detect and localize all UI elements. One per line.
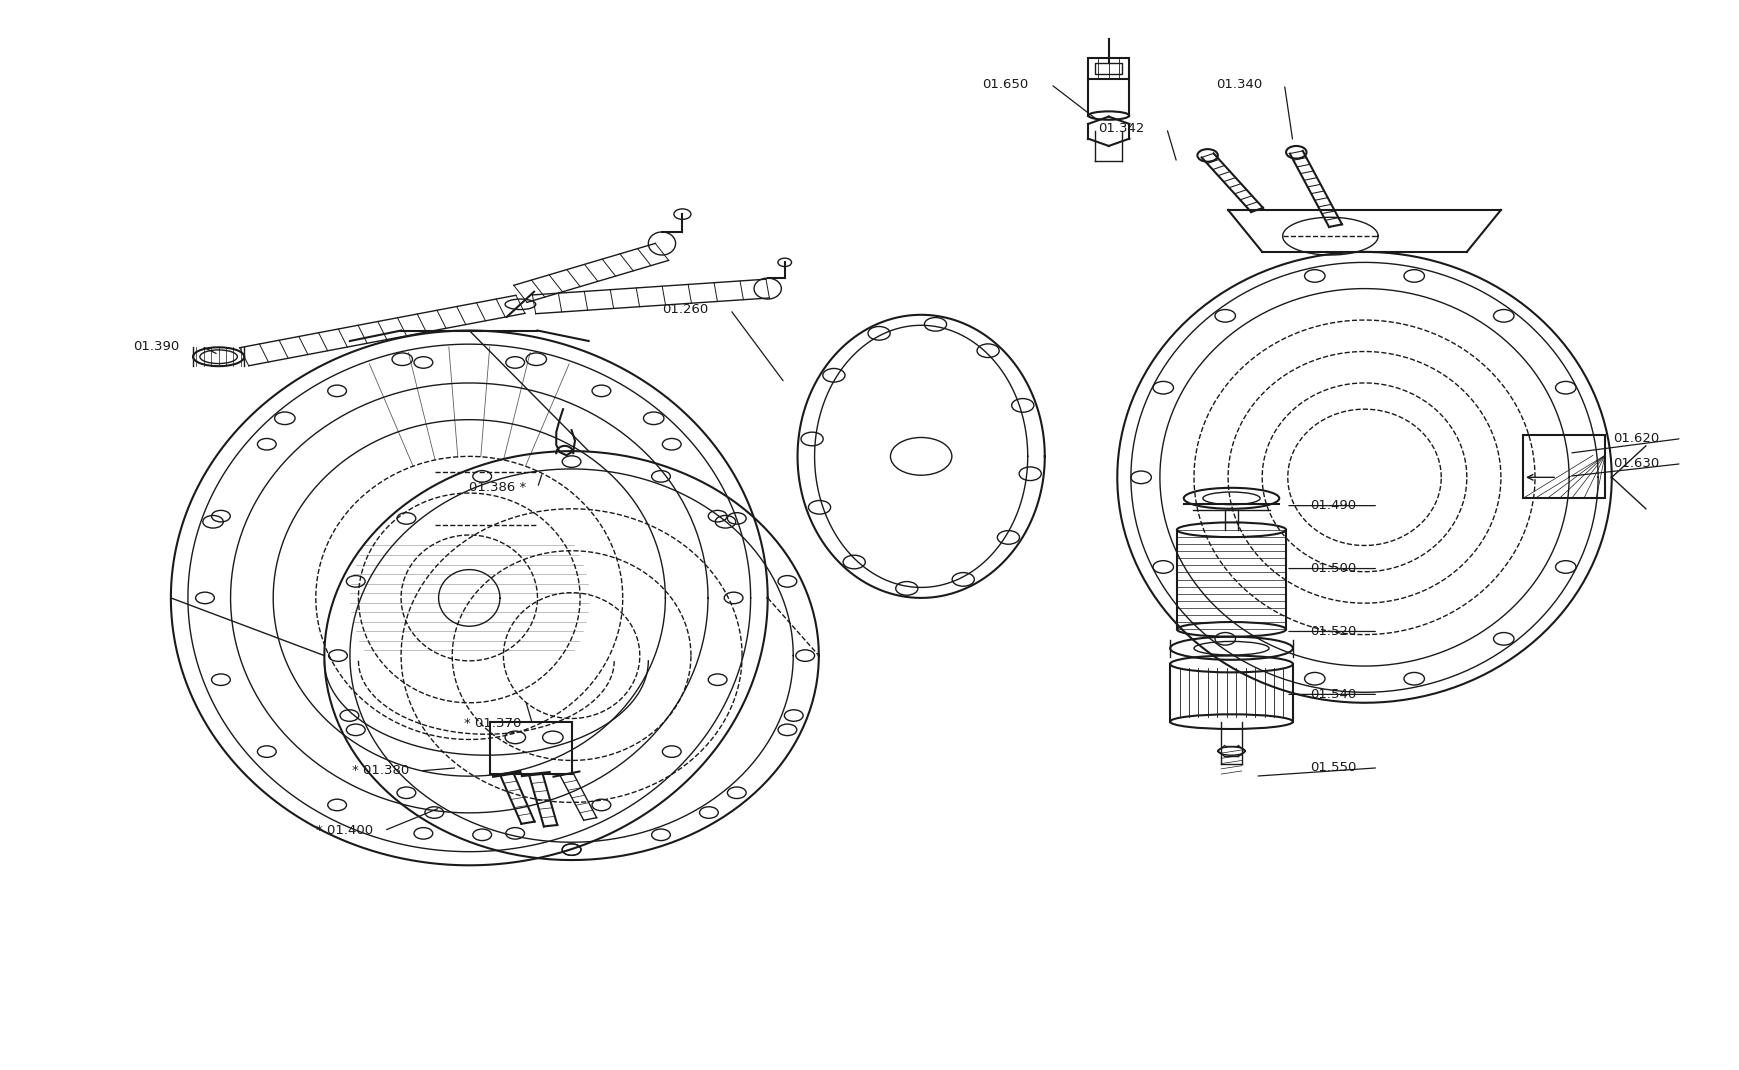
Text: * 01.370: * 01.370 [464,717,522,730]
Text: 01.520: 01.520 [1309,625,1355,638]
Text: 01.340: 01.340 [1216,78,1263,91]
Text: 01.386 *: 01.386 * [470,482,527,494]
Text: 01.540: 01.540 [1309,688,1355,701]
Text: 01.550: 01.550 [1309,761,1355,775]
Text: 01.620: 01.620 [1612,432,1659,445]
Text: 01.650: 01.650 [983,78,1028,91]
Bar [1087,58,1129,79]
Text: 01.260: 01.260 [661,303,708,316]
Text: * 01.380: * 01.380 [351,764,409,778]
Text: 01.490: 01.490 [1309,499,1355,513]
Bar [489,721,570,774]
Text: 01.630: 01.630 [1612,457,1659,470]
Bar [1522,435,1603,499]
Text: 01.342: 01.342 [1097,122,1144,135]
Text: * 01.400: * 01.400 [315,824,372,837]
Text: 01.390: 01.390 [134,340,179,353]
Text: 01.500: 01.500 [1309,562,1355,575]
Bar [1094,63,1122,74]
